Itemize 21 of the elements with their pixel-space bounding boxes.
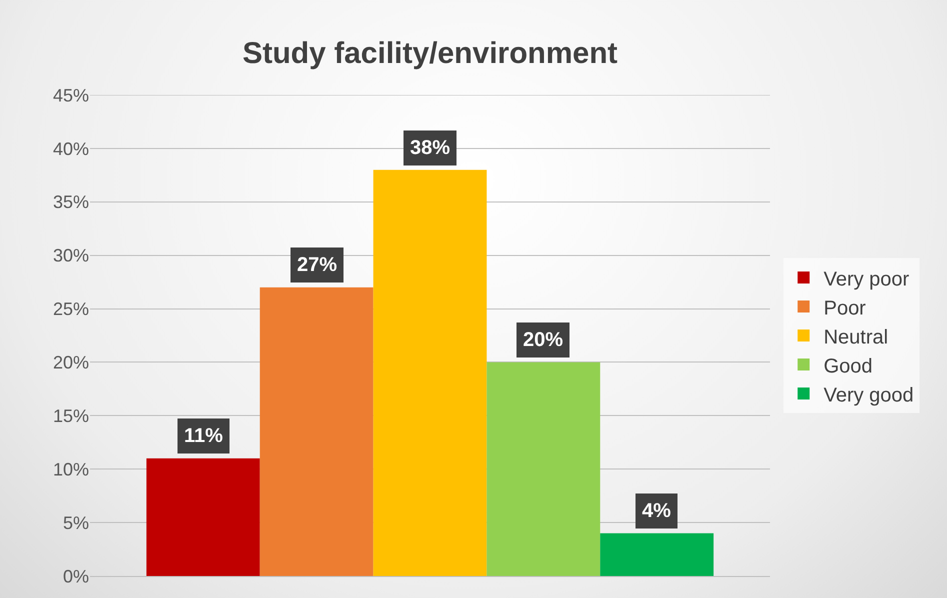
data-label: 27%	[297, 254, 338, 276]
data-label: 38%	[410, 137, 450, 159]
chart-title: Study facility/environment	[242, 36, 618, 70]
y-tick-label: 25%	[52, 299, 89, 320]
legend-label: Neutral	[824, 326, 888, 348]
y-tick-label: 5%	[62, 512, 89, 533]
legend-label: Good	[824, 355, 873, 378]
y-tick-label: 0%	[62, 566, 89, 586]
y-tick-label: 15%	[52, 406, 89, 426]
y-tick-label: 45%	[52, 85, 89, 106]
y-tick-label: 20%	[52, 352, 89, 373]
y-tick-label: 35%	[52, 192, 89, 212]
legend-label: Very good	[824, 384, 914, 406]
legend-label: Very poor	[824, 268, 910, 290]
y-tick-label: 40%	[52, 138, 89, 159]
data-label: 20%	[523, 329, 564, 351]
legend-label: Poor	[824, 297, 866, 320]
y-tick-label: 10%	[52, 459, 89, 480]
data-label: 4%	[642, 500, 672, 522]
data-label: 11%	[184, 425, 224, 447]
y-tick-label: 30%	[52, 246, 89, 266]
